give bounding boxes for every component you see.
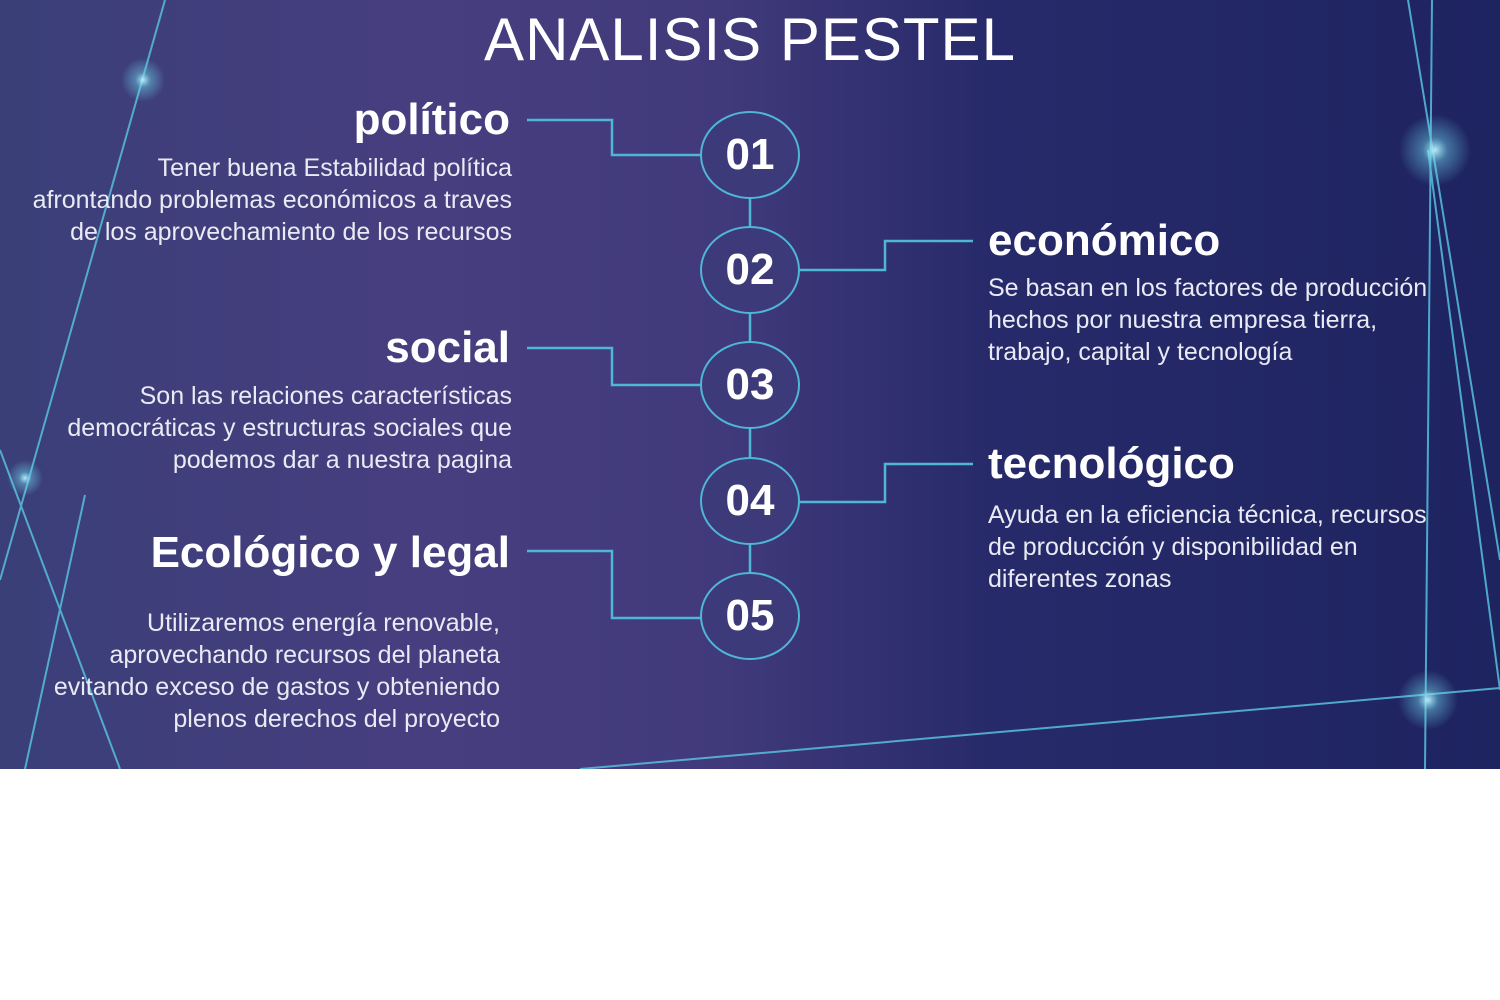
connector-ecologico	[527, 549, 702, 620]
glow-spot	[1399, 114, 1471, 186]
factor-heading-social: social	[385, 323, 510, 372]
factor-body-social: Son las relaciones características democ…	[67, 382, 512, 474]
connector-tecnologico	[798, 462, 973, 504]
factor-heading-ecologico-legal: Ecológico y legal	[150, 528, 510, 577]
pestel-slide: ANALISIS PESTEL 01 02 03 04 05 político …	[0, 0, 1500, 769]
glow-spot	[1398, 670, 1458, 730]
factor-number-03: 03	[700, 341, 800, 429]
factor-body-politico: Tener buena Estabilidad política afronta…	[32, 154, 512, 246]
factor-number-02: 02	[700, 226, 800, 314]
page-title: ANALISIS PESTEL	[484, 6, 1016, 73]
factor-number-05: 05	[700, 572, 800, 660]
factor-body-ecologico-legal: Utilizaremos energía renovable, aprovech…	[53, 609, 500, 733]
connector-social	[527, 346, 702, 387]
connector-economico	[798, 239, 973, 272]
background-decoration	[0, 0, 1500, 769]
factor-heading-economico: económico	[988, 216, 1221, 265]
factor-heading-politico: político	[353, 95, 510, 144]
glow-spot	[7, 460, 43, 496]
connector-lines	[527, 118, 973, 620]
glow-spot	[121, 58, 165, 102]
connector-politico	[527, 118, 702, 157]
factor-heading-tecnologico: tecnológico	[988, 439, 1235, 488]
factor-body-tecnologico: Ayuda en la eficiencia técnica, recursos…	[988, 501, 1427, 593]
factor-number-04: 04	[700, 457, 800, 545]
factor-body-economico: Se basan en los factores de producción h…	[988, 274, 1428, 366]
factor-number-01: 01	[700, 111, 800, 199]
